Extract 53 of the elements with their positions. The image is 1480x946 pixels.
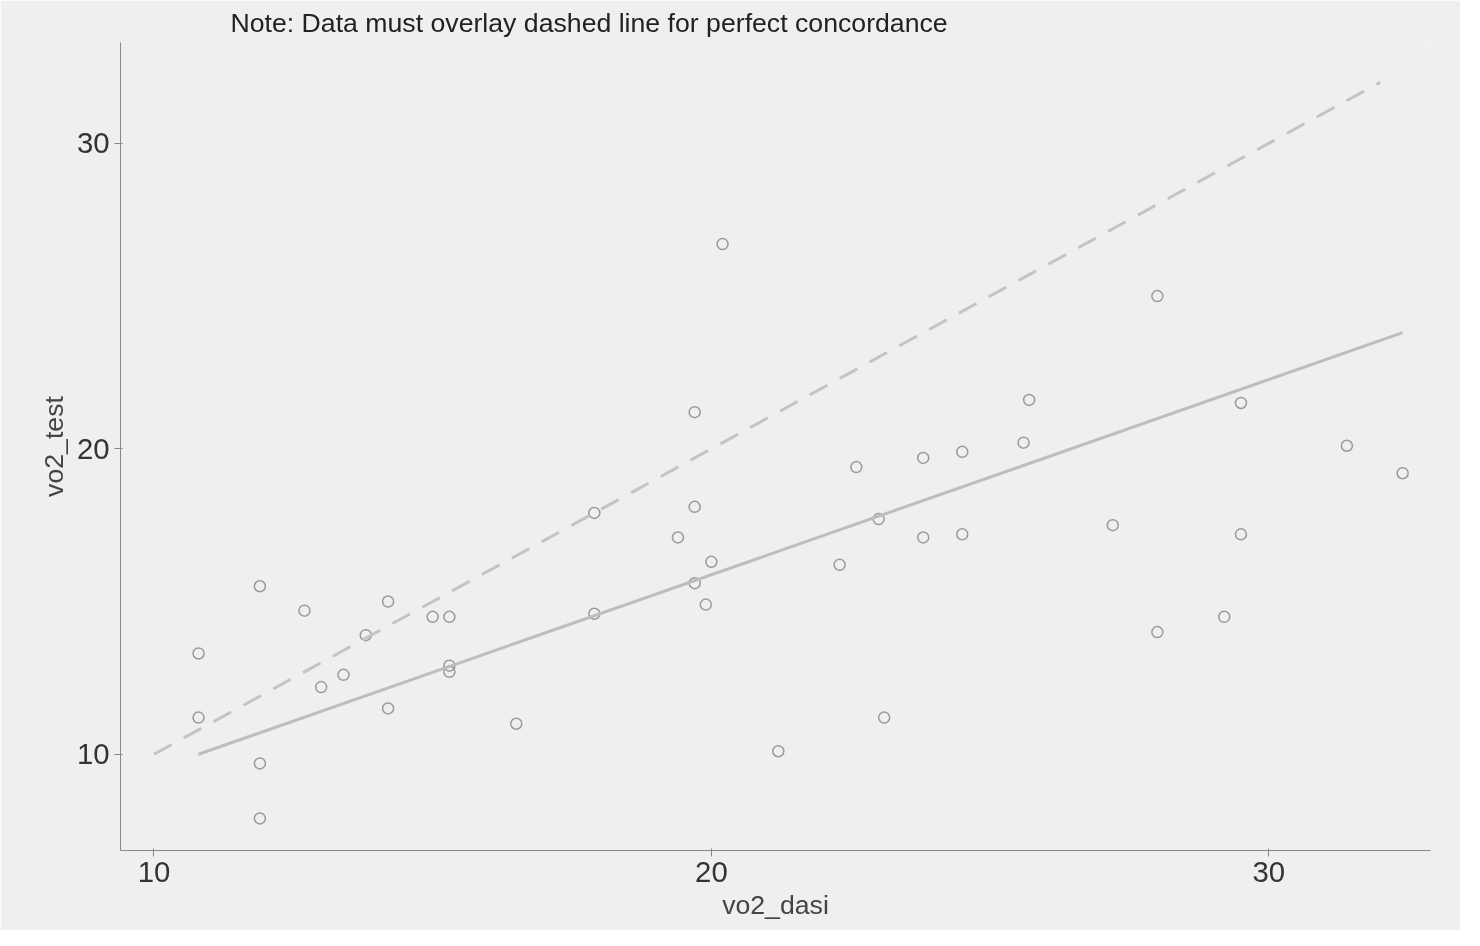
- point: [253, 757, 267, 770]
- point: [192, 647, 205, 660]
- point: [772, 744, 785, 758]
- point: [381, 702, 395, 715]
- point: [688, 405, 701, 419]
- point: [253, 580, 267, 593]
- point: [588, 607, 601, 620]
- point: [443, 665, 456, 679]
- point: [443, 659, 456, 672]
- point: [1022, 393, 1036, 407]
- point: [850, 460, 863, 474]
- point: [314, 680, 328, 694]
- point: [671, 531, 685, 544]
- point: [877, 711, 891, 724]
- x-tick-label: 10: [137, 854, 171, 888]
- point: [1234, 528, 1248, 541]
- y-axis-title: vo2_test: [38, 395, 69, 497]
- point: [872, 512, 885, 526]
- x-tick-label: 20: [695, 854, 728, 888]
- point: [1151, 289, 1164, 303]
- point: [705, 555, 718, 569]
- point: [510, 717, 523, 730]
- point: [955, 445, 969, 459]
- y-tick-label: 30: [76, 126, 110, 160]
- point: [688, 576, 701, 590]
- point: [716, 237, 729, 251]
- point: [699, 598, 713, 611]
- x-axis-title: vo2_dasi: [722, 889, 829, 920]
- point: [298, 604, 311, 617]
- y-tick-label: 20: [76, 431, 110, 465]
- point: [192, 711, 205, 724]
- point: [1340, 439, 1354, 452]
- point: [337, 668, 350, 682]
- point: [916, 451, 930, 465]
- x-tick-label: 30: [1252, 854, 1286, 888]
- point: [359, 628, 373, 642]
- point: [443, 610, 456, 624]
- point: [1017, 436, 1030, 449]
- point: [1217, 610, 1231, 624]
- point: [1106, 518, 1120, 532]
- point: [253, 812, 267, 825]
- point: [833, 558, 846, 572]
- chart-title: Note: Data must overlay dashed line for perfect concordance: [230, 7, 948, 38]
- point: [955, 528, 969, 541]
- point: [688, 500, 701, 514]
- point: [916, 531, 930, 544]
- point: [588, 506, 601, 520]
- point: [1151, 625, 1164, 639]
- point: [381, 595, 395, 608]
- point: [426, 610, 439, 624]
- point: [1234, 396, 1248, 410]
- y-tick-label: 10: [76, 737, 110, 771]
- point: [1396, 466, 1409, 480]
